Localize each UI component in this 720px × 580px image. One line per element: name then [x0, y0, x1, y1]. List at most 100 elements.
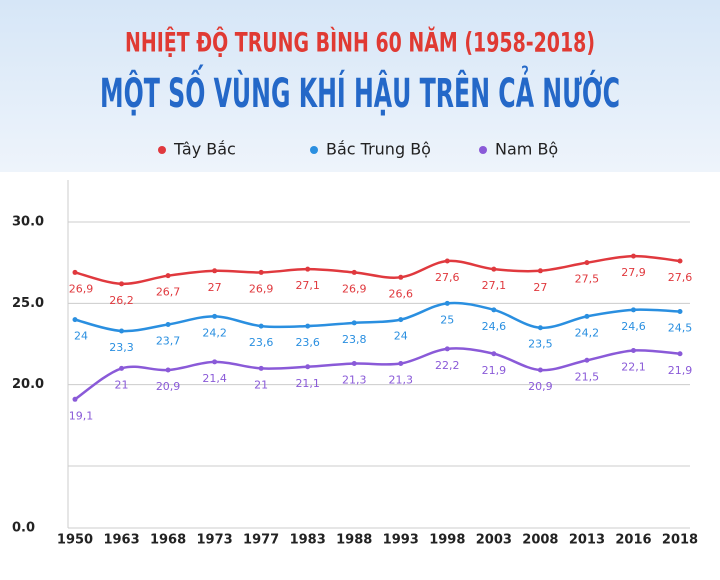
value-label: 24,2: [575, 326, 600, 339]
x-tick-label: 1983: [290, 533, 326, 548]
value-label: 24,6: [482, 320, 507, 333]
x-tick-label: 1963: [103, 533, 139, 548]
x-tick-label: 1977: [243, 533, 279, 548]
data-point: [677, 258, 683, 264]
legend-marker: [158, 146, 166, 154]
data-point: [351, 269, 357, 275]
data-point: [212, 268, 218, 274]
plot: 0.0 20.0 25.0 30.0 1950 1963 1968 1973 1977 1983 1…: [0, 172, 720, 576]
data-point: [398, 361, 404, 367]
data-point: [212, 359, 218, 365]
data-point: [630, 307, 636, 313]
plot-background: [0, 172, 720, 576]
value-label: 23,3: [109, 341, 134, 354]
value-label: 24: [74, 330, 88, 343]
value-label: 26,9: [249, 282, 274, 295]
value-label: 20,9: [156, 380, 181, 393]
x-tick-label: 2018: [662, 533, 698, 548]
value-label: 27: [533, 281, 547, 294]
chart-subtitle: MỘT SỐ VÙNG KHÍ HẬU TRÊN CẢ NƯỚC: [100, 63, 620, 117]
value-label: 27,9: [621, 266, 646, 279]
data-point: [584, 313, 590, 319]
data-point: [584, 260, 590, 266]
data-point: [444, 258, 450, 264]
data-point: [398, 317, 404, 323]
x-tick-label: 2013: [569, 533, 605, 548]
data-point: [444, 300, 450, 306]
data-point: [258, 269, 264, 275]
legend-marker: [479, 146, 487, 154]
header-band: [0, 0, 720, 172]
value-label: 27,6: [435, 271, 460, 284]
legend-label: Bắc Trung Bộ: [326, 140, 431, 159]
value-label: 24,6: [621, 320, 646, 333]
data-point: [119, 281, 125, 287]
value-label: 27,1: [295, 279, 320, 292]
x-tick-label: 1968: [150, 533, 186, 548]
value-label: 23,8: [342, 333, 367, 346]
data-point: [491, 351, 497, 357]
data-point: [119, 328, 125, 334]
x-tick-label: 2003: [476, 533, 512, 548]
value-label: 24,5: [668, 321, 693, 334]
data-point: [258, 323, 264, 329]
value-label: 21,3: [342, 374, 367, 387]
value-label: 27,5: [575, 273, 600, 286]
data-point: [537, 325, 543, 331]
value-label: 22,2: [435, 359, 460, 372]
y-tick-label: 25.0: [12, 296, 44, 311]
data-point: [630, 348, 636, 354]
data-point: [305, 364, 311, 370]
x-tick-label: 1950: [57, 533, 93, 548]
series-line: [74, 254, 681, 286]
data-point: [491, 307, 497, 313]
legend-marker: [310, 146, 318, 154]
data-point: [398, 274, 404, 280]
value-label: 26,9: [342, 282, 367, 295]
data-point: [119, 365, 125, 371]
data-point: [165, 273, 171, 279]
data-point: [165, 367, 171, 373]
legend-label: Nam Bộ: [495, 140, 558, 159]
value-label: 19,1: [69, 409, 94, 422]
data-point: [72, 269, 78, 275]
data-point: [677, 308, 683, 314]
value-label: 23,6: [249, 336, 274, 349]
value-label: 20,9: [528, 380, 553, 393]
data-point: [444, 346, 450, 352]
value-label: 21: [254, 378, 268, 391]
x-tick-label: 1973: [197, 533, 233, 548]
x-tick-label: 1988: [336, 533, 372, 548]
data-point: [212, 313, 218, 319]
legend-label: Tây Bắc: [173, 140, 236, 159]
data-point: [72, 317, 78, 323]
data-point: [630, 253, 636, 259]
value-label: 21,9: [482, 364, 507, 377]
value-label: 27,1: [482, 279, 507, 292]
data-point: [351, 361, 357, 367]
data-point: [165, 321, 171, 327]
value-label: 27,6: [668, 271, 693, 284]
x-tick-label: 1993: [383, 533, 419, 548]
y-tick-label: 0.0: [12, 521, 35, 536]
x-tick-label: 2016: [615, 533, 651, 548]
value-label: 21,5: [575, 370, 600, 383]
value-label: 21,9: [668, 364, 693, 377]
y-tick-label: 30.0: [12, 215, 44, 230]
x-tick-label: 2008: [522, 533, 558, 548]
value-label: 26,2: [109, 294, 134, 307]
value-label: 23,6: [295, 336, 320, 349]
data-point: [537, 268, 543, 274]
value-label: 25: [440, 313, 454, 326]
value-label: 26,9: [69, 282, 94, 295]
series-line: [74, 301, 681, 333]
x-tick-label: 1998: [429, 533, 465, 548]
data-point: [351, 320, 357, 326]
series-line: [74, 347, 681, 401]
value-label: 27: [208, 281, 222, 294]
value-label: 26,7: [156, 286, 181, 299]
value-label: 24: [394, 330, 408, 343]
chart-title: NHIỆT ĐỘ TRUNG BÌNH 60 NĂM (1958-2018): [125, 27, 595, 59]
data-point: [258, 365, 264, 371]
